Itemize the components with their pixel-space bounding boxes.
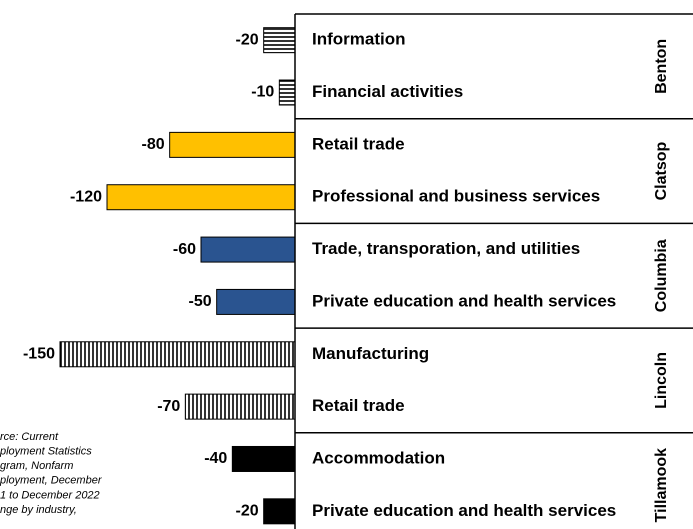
- bar: [200, 236, 296, 263]
- category-label: Financial activities: [312, 82, 463, 101]
- bar: [184, 393, 296, 420]
- value-label: -120: [70, 188, 102, 205]
- category-label: Accommodation: [312, 448, 445, 467]
- value-label: -40: [204, 450, 227, 467]
- bar: [169, 131, 296, 158]
- category-label: Retail trade: [312, 396, 405, 415]
- bar: [59, 341, 296, 368]
- value-label: -20: [236, 503, 259, 520]
- bar: [216, 288, 296, 315]
- category-label: Private education and health services: [312, 501, 616, 520]
- source-note: nge by industry,: [0, 504, 77, 516]
- group-label: Benton: [653, 39, 670, 94]
- source-note: 1 to December 2022: [0, 489, 100, 501]
- value-label: -20: [236, 31, 259, 48]
- category-label: Information: [312, 30, 406, 49]
- category-label: Professional and business services: [312, 187, 600, 206]
- category-label: Manufacturing: [312, 344, 429, 363]
- value-label: -80: [142, 136, 165, 153]
- source-note: ployment, December: [0, 475, 103, 487]
- group-label: Columbia: [653, 239, 670, 312]
- value-label: -10: [251, 84, 274, 101]
- value-label: -70: [157, 398, 180, 415]
- bar: [278, 79, 296, 106]
- group-label: Clatsop: [653, 141, 670, 200]
- value-label: -50: [189, 293, 212, 310]
- group-label: Tillamook: [653, 448, 670, 522]
- category-label: Private education and health services: [312, 291, 616, 310]
- value-label: -60: [173, 241, 196, 258]
- bar: [263, 498, 296, 525]
- group-label: Lincoln: [653, 352, 670, 409]
- source-note: ployment Statistics: [0, 446, 92, 458]
- bar: [263, 27, 296, 54]
- bar: [106, 184, 296, 211]
- category-label: Retail trade: [312, 134, 405, 153]
- source-note: gram, Nonfarm: [0, 460, 73, 472]
- value-label: -150: [23, 345, 55, 362]
- category-label: Trade, transporation, and utilities: [312, 239, 580, 258]
- source-note: rce: Current: [0, 431, 59, 443]
- bar: [231, 445, 296, 472]
